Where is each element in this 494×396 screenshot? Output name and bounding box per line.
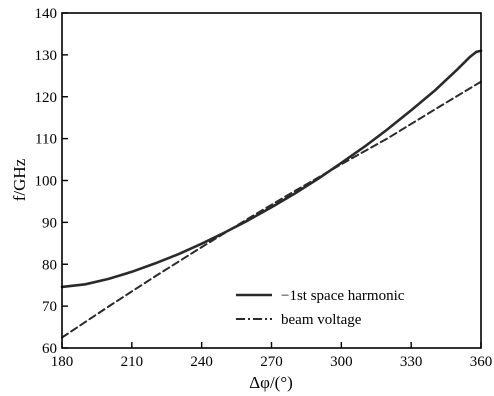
y-tick-label: 140 (35, 6, 58, 22)
y-tick-label: 60 (42, 341, 57, 357)
x-tick-label: 240 (190, 354, 213, 370)
plot-frame (61, 12, 482, 349)
series-line-2 (61, 80, 482, 339)
y-tick-label: 110 (35, 132, 57, 148)
x-tick-label: 180 (51, 354, 74, 370)
series-line-1 (60, 49, 483, 289)
y-tick-label: 80 (42, 257, 57, 273)
y-tick-label: 100 (35, 174, 58, 190)
legend-label-1: −1st space harmonic (281, 288, 405, 304)
x-tick-label: 300 (330, 354, 353, 370)
x-tick-label: 210 (121, 354, 144, 370)
y-tick-label: 120 (35, 90, 58, 106)
y-tick-label: 70 (42, 299, 57, 315)
y-axis-title: f/GHz (10, 158, 29, 201)
x-tick-label: 330 (400, 354, 423, 370)
y-tick-label: 90 (42, 215, 57, 231)
y-axis: 60 70 80 90 100 110 120 130 140 (35, 6, 68, 357)
x-tick-label: 270 (260, 354, 283, 370)
plot-lines (60, 49, 483, 339)
y-tick-label: 130 (35, 48, 58, 64)
x-axis-title: Δφ/(°) (249, 373, 293, 392)
x-axis: 180 210 240 270 300 330 360 (51, 342, 493, 370)
legend: −1st space harmonic beam voltage (236, 288, 405, 328)
legend-label-2: beam voltage (281, 312, 362, 328)
x-tick-label: 360 (470, 354, 493, 370)
